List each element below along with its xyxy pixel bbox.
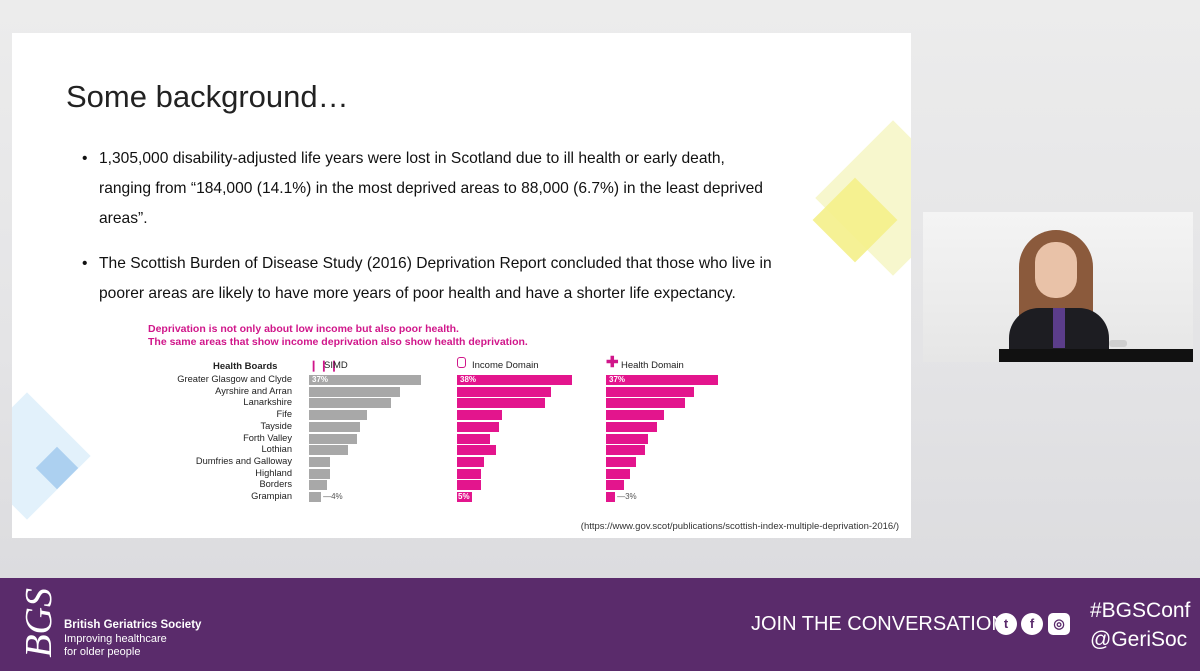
bar [309, 433, 358, 444]
bar [457, 410, 503, 421]
join-conversation-text: JOIN THE CONVERSATION [751, 613, 1006, 635]
bar [606, 468, 631, 479]
bar [457, 480, 482, 491]
speaker-lanyard [1053, 308, 1065, 348]
bar [606, 421, 658, 432]
bar [309, 386, 400, 397]
bullet-marker: • [82, 255, 88, 272]
category-label: Forth Valley [243, 432, 292, 443]
bar [606, 492, 616, 502]
bar [606, 480, 625, 491]
twitter-handle: @GeriSoc [1090, 628, 1188, 651]
bar [457, 375, 573, 385]
podium [999, 349, 1193, 362]
bar [457, 468, 482, 479]
bgs-logo: BGS [18, 588, 60, 658]
bar [457, 398, 545, 409]
bar [309, 468, 331, 479]
facebook-icon[interactable]: f [1021, 613, 1043, 635]
bar [457, 456, 485, 467]
category-label: Tayside [260, 420, 292, 431]
chart-heading-line: The same areas that show income deprivat… [148, 336, 528, 348]
bullet-text: The Scottish Burden of Disease Study (20… [99, 255, 772, 302]
series-label: SIMD [324, 360, 348, 371]
slide-title: Some background… [66, 79, 349, 114]
bar [457, 433, 491, 444]
deprivation-bar-chart: Health Boards ❙❙❙ SIMD Income Domain ✚ Healt… [132, 355, 752, 505]
data-label: 38% [460, 375, 477, 384]
bar [309, 492, 322, 502]
bullet-marker: • [82, 150, 88, 167]
bar [309, 375, 421, 385]
data-label: —4% [323, 492, 343, 501]
bar [309, 421, 361, 432]
bar [309, 410, 367, 421]
category-header: Health Boards [213, 361, 278, 372]
data-label: 37% [609, 375, 626, 384]
bar [309, 456, 331, 467]
category-label: Lanarkshire [243, 397, 292, 408]
instagram-icon[interactable]: ◎ [1048, 613, 1070, 635]
series-label: Health Domain [621, 360, 684, 371]
category-label: Borders [259, 479, 292, 490]
income-icon [457, 357, 466, 368]
presentation-slide: Some background… • 1,305,000 disability-… [12, 33, 911, 538]
bar [309, 480, 328, 491]
category-label: Greater Glasgow and Clyde [177, 374, 292, 384]
twitter-icon[interactable]: t [995, 613, 1017, 635]
category-label: Fife [276, 409, 293, 420]
bar [457, 492, 473, 502]
simd-icon: ❙❙❙ [309, 360, 340, 372]
bar [606, 386, 694, 397]
speaker-video [923, 212, 1193, 362]
category-label: Grampian [251, 491, 292, 501]
bar [309, 398, 391, 409]
data-label: —3% [617, 492, 637, 501]
org-name: British Geriatrics Society [64, 619, 202, 631]
bar [457, 386, 551, 397]
chart-heading-line: Deprivation is not only about low income… [148, 323, 459, 335]
health-cross-icon: ✚ [606, 354, 619, 371]
category-label: Highland [255, 467, 292, 478]
speaker-face [1035, 242, 1077, 298]
bar [606, 375, 718, 385]
category-label: Dumfries and Galloway [195, 455, 292, 466]
category-label: Lothian [261, 444, 292, 455]
source-citation: (https://www.gov.scot/publications/scott… [580, 521, 899, 532]
org-tagline: for older people [64, 646, 141, 658]
series-label: Income Domain [472, 360, 539, 371]
bar [606, 410, 664, 421]
org-tagline: Improving healthcare [64, 633, 167, 645]
bar [606, 456, 637, 467]
category-label: Ayrshire and Arran [215, 385, 292, 396]
bar [606, 433, 649, 444]
chart-heading: Deprivation is not only about low income… [148, 323, 528, 349]
data-label: 37% [312, 375, 329, 384]
bullet-text: 1,305,000 disability-adjusted life years… [99, 150, 763, 227]
bar [457, 445, 497, 456]
hashtag: #BGSConf [1090, 599, 1191, 622]
bar [606, 445, 646, 456]
microphone [1109, 340, 1127, 347]
data-label: 5% [458, 492, 470, 501]
bar [606, 398, 685, 409]
bar [309, 445, 349, 456]
conference-footer: BGS British Geriatrics Society Improving… [0, 578, 1200, 671]
bar [457, 421, 500, 432]
